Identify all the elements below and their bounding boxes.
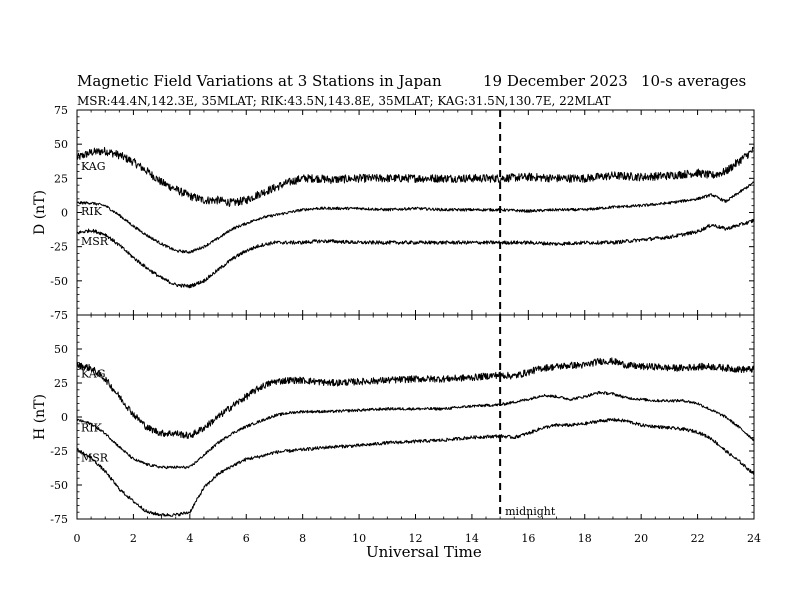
x-tick-label: 2 xyxy=(130,532,137,545)
bottom-y-tick-label: -75 xyxy=(50,513,68,526)
bottom-series-kag xyxy=(76,357,755,439)
x-tick-label: 24 xyxy=(747,532,761,545)
bottom-label-msr: MSR xyxy=(81,452,109,465)
x-tick-label: 8 xyxy=(299,532,306,545)
top-y-axis-label: D (nT) xyxy=(32,190,48,235)
station-coordinates: MSR:44.4N,142.3E, 35MLAT; RIK:43.5N,143.… xyxy=(77,94,611,108)
x-tick-label: 18 xyxy=(578,532,592,545)
top-series-rik xyxy=(76,181,755,254)
midnight-label: midnight xyxy=(505,505,556,518)
bottom-y-tick-label: -50 xyxy=(50,479,68,492)
x-tick-label: 20 xyxy=(634,532,648,545)
top-label-kag: KAG xyxy=(81,160,106,173)
x-tick-label: 0 xyxy=(74,532,81,545)
bottom-label-kag: KAG xyxy=(81,367,106,380)
x-tick-label: 16 xyxy=(521,532,535,545)
bottom-panel-frame xyxy=(76,314,755,520)
bottom-series-msr xyxy=(76,417,755,517)
chart-title: Magnetic Field Variations at 3 Stations … xyxy=(77,72,442,90)
x-axis-label: Universal Time xyxy=(366,543,482,561)
top-y-tick-label: 0 xyxy=(61,207,68,220)
x-tick-label: 12 xyxy=(409,532,423,545)
top-y-tick-label: -75 xyxy=(50,309,68,322)
top-y-tick-label: -25 xyxy=(50,241,68,254)
x-tick-label: 10 xyxy=(352,532,366,545)
top-y-tick-label: -50 xyxy=(50,275,68,288)
x-tick-label: 6 xyxy=(243,532,250,545)
bottom-y-tick-label: -25 xyxy=(50,445,68,458)
bottom-y-axis-label: H (nT) xyxy=(32,394,48,440)
top-y-tick-label: 50 xyxy=(54,138,68,151)
bottom-y-tick-label: 50 xyxy=(54,343,68,356)
top-series-kag xyxy=(76,146,755,207)
top-series-msr xyxy=(76,219,755,289)
bottom-label-rik: RIK xyxy=(81,422,103,435)
top-label-rik: RIK xyxy=(81,205,103,218)
x-tick-label: 22 xyxy=(691,532,705,545)
bottom-y-tick-label: 0 xyxy=(61,411,68,424)
bottom-series-rik xyxy=(76,390,755,470)
x-tick-label: 4 xyxy=(186,532,193,545)
chart-averaging: 10-s averages xyxy=(641,72,747,90)
bottom-y-tick-label: 25 xyxy=(54,377,68,390)
top-y-tick-label: 25 xyxy=(54,172,68,185)
chart-date: 19 December 2023 xyxy=(483,72,628,90)
top-label-msr: MSR xyxy=(81,235,109,248)
x-tick-label: 14 xyxy=(465,532,479,545)
top-y-tick-label: 75 xyxy=(54,104,68,117)
